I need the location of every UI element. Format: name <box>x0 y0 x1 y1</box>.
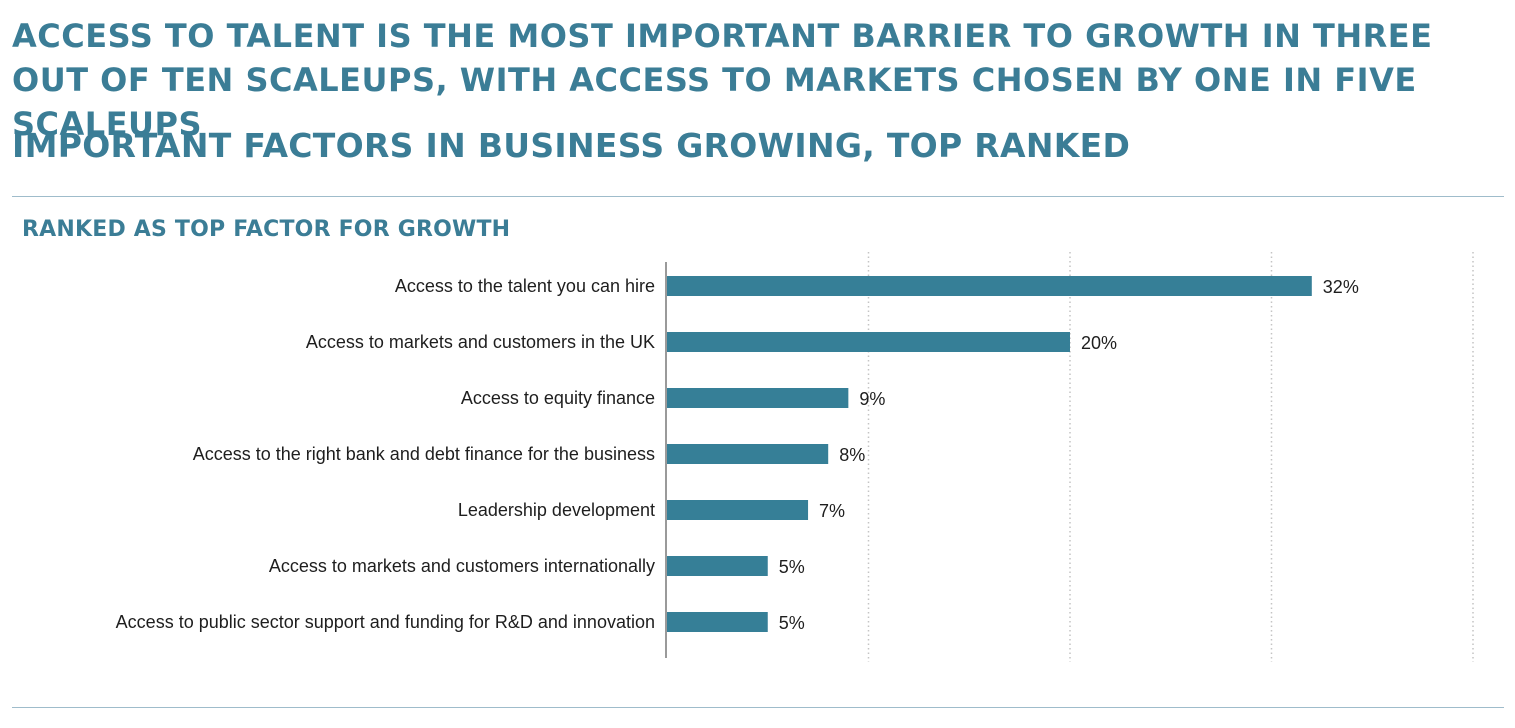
value-label-1: 32% <box>1323 277 1359 297</box>
category-label-3: Access to equity finance <box>461 388 655 408</box>
category-label-1: Access to the talent you can hire <box>395 276 655 296</box>
category-labels: Access to the talent you can hire Access … <box>116 276 655 632</box>
value-labels: 32% 20% 9% 8% 7% 5% 5% <box>779 277 1359 633</box>
headline: ACCESS TO TALENT IS THE MOST IMPORTANT B… <box>12 17 1433 143</box>
category-label-6: Access to markets and customers internat… <box>269 556 655 576</box>
category-label-2: Access to markets and customers in the U… <box>306 332 655 352</box>
bar-4 <box>667 444 829 464</box>
value-label-7: 5% <box>779 613 805 633</box>
value-label-5: 7% <box>819 501 845 521</box>
bar-7 <box>667 612 768 632</box>
category-label-5: Leadership development <box>458 500 655 520</box>
bars <box>667 276 1312 632</box>
bar-3 <box>667 388 849 408</box>
subheadline: IMPORTANT FACTORS IN BUSINESS GROWING, T… <box>12 126 1131 165</box>
category-label-7: Access to public sector support and fund… <box>116 612 655 632</box>
chart-title: RANKED AS TOP FACTOR FOR GROWTH <box>22 217 511 242</box>
bar-1 <box>667 276 1312 296</box>
bar-5 <box>667 500 809 520</box>
value-label-3: 9% <box>859 389 885 409</box>
category-label-4: Access to the right bank and debt financ… <box>193 444 655 464</box>
value-label-6: 5% <box>779 557 805 577</box>
bar-2 <box>667 332 1070 352</box>
value-label-4: 8% <box>839 445 865 465</box>
gridlines <box>867 252 1474 662</box>
value-label-2: 20% <box>1081 333 1117 353</box>
top-divider <box>12 196 1504 197</box>
bar-6 <box>667 556 768 576</box>
bottom-divider <box>12 707 1504 708</box>
